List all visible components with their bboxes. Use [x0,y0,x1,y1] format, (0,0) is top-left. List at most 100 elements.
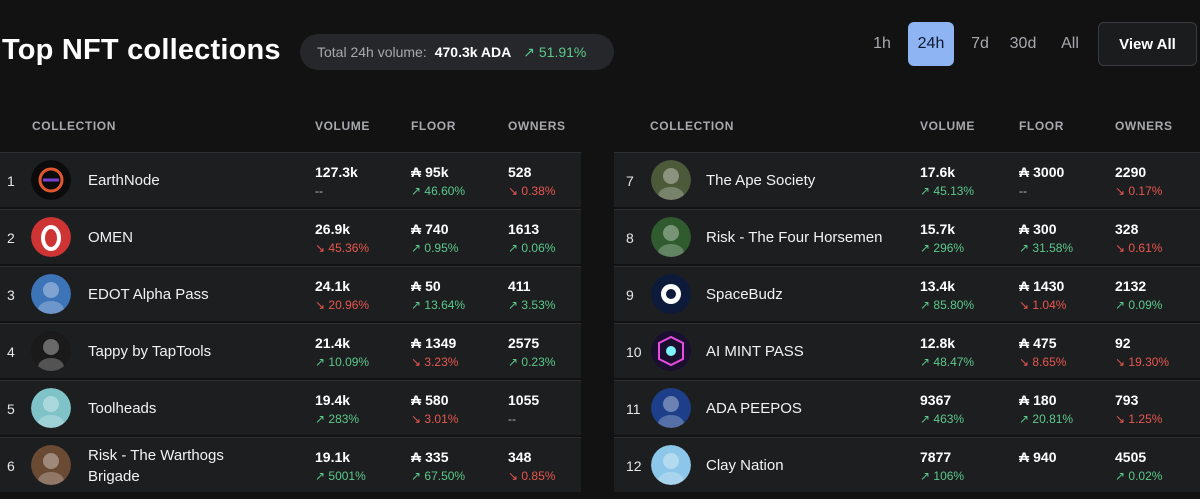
clay-avatar-icon [651,445,691,485]
floor-change: ↘ 8.65% [1019,355,1067,369]
ada-currency-icon: ₳ [411,335,422,351]
table-row[interactable]: 7 The Ape Society 17.6k ↗ 45.13% ₳ 3000 -- 2290… [614,152,1200,207]
volume-change: -- [315,184,323,198]
floor-value: ₳ 475 [1019,335,1057,351]
view-all-button[interactable]: View All [1098,22,1197,66]
floor-change: ↗ 31.58% [1019,241,1074,255]
owners-change: ↗ 3.53% [508,298,556,312]
volume-change: ↗ 45.13% [920,184,975,198]
collection-name-link[interactable]: AI MINT PASS [706,343,804,360]
warthog-avatar-icon [31,445,71,485]
owners-cell: 2290 ↘ 0.17% [1115,164,1162,198]
collection-name-link[interactable]: EarthNode [88,172,160,189]
collection-name-link[interactable]: SpaceBudz [706,286,783,303]
volume-value: 13.4k [920,278,956,294]
owners-cell: 2132 ↗ 0.09% [1115,278,1162,312]
row-rank: 3 [7,287,15,303]
volume-value: 19.1k [315,449,351,465]
owners-cell: 1613 ↗ 0.06% [508,221,555,255]
edot-avatar-icon [31,274,71,314]
timeframe-1h-button[interactable]: 1h [873,35,891,52]
table-row[interactable]: 10 AI MINT PASS 12.8k ↗ 48.47% ₳ 475 ↘ 8.65% 92… [614,323,1200,378]
volume-value: 21.4k [315,335,351,351]
floor-change: ↗ 46.60% [411,184,466,198]
floor-cell: ₳ 1349 ↘ 3.23% [411,335,458,369]
horsemen-avatar-icon [651,217,691,257]
table-row[interactable]: 4 Tappy by TapTools 21.4k ↗ 10.09% ₳ 1349 ↘ 3.… [0,323,581,378]
collection-name-link[interactable]: Tappy by TapTools [88,343,212,360]
table-row[interactable]: 12 Clay Nation 7877 ↗ 106% ₳ 940 4505 ↗ 0.02% [614,437,1200,492]
owners-value: 348 [508,449,532,465]
timeframe-30d-button[interactable]: 30d [1009,35,1037,52]
owners-change: ↘ 0.38% [508,184,556,198]
table-row[interactable]: 9 SpaceBudz 13.4k ↗ 85.80% ₳ 1430 ↘ 1.04% 2132 ↗… [614,266,1200,321]
collection-name-link[interactable]: ADA PEEPOS [706,400,802,417]
owners-value: 1055 [508,392,540,408]
timeframe-7d-button[interactable]: 7d [971,35,989,52]
floor-cell: ₳ 475 ↘ 8.65% [1019,335,1066,369]
row-rank: 7 [626,173,634,189]
owners-value: 2132 [1115,278,1147,294]
omen-logo-icon [31,217,71,257]
table-row[interactable]: 6 Risk - The Warthogs Brigade 19.1k ↗ 5001%… [0,437,581,492]
volume-change: ↗ 463% [920,412,965,426]
table-row[interactable]: 8 Risk - The Four Horsemen 15.7k ↗ 296% ₳ 300… [614,209,1200,264]
owners-change: ↘ 0.17% [1115,184,1163,198]
collection-name-link[interactable]: Toolheads [88,400,157,417]
page-title: Top NFT collections [2,34,281,66]
collection-name-link[interactable]: Risk - The Four Horsemen [706,229,883,246]
floor-cell: ₳ 335 ↗ 67.50% [411,449,465,483]
volume-value: 7877 [920,449,952,465]
table-header: COLLECTION VOLUME FLOOR OWNERS [0,100,581,150]
row-rank: 2 [7,230,15,246]
floor-change: ↘ 3.23% [411,355,459,369]
owners-change: ↗ 0.02% [1115,469,1163,483]
tappy-avatar-icon [31,331,71,371]
volume-change: ↘ 20.96% [315,298,370,312]
owners-cell: 1055 -- [508,392,539,426]
table-row[interactable]: 2 OMEN 26.9k ↘ 45.36% ₳ 740 ↗ 0.95% 1613 ↗ 0.06% [0,209,581,264]
floor-value: ₳ 95k [411,164,449,180]
column-header-owners: OWNERS [1115,119,1173,133]
collection-name-link[interactable]: Clay Nation [706,457,784,474]
collection-name-link[interactable]: EDOT Alpha Pass [88,286,209,303]
volume-cell: 17.6k ↗ 45.13% [920,164,974,198]
total-volume-label: Total 24h volume: [317,44,427,60]
table-row[interactable]: 11 ADA PEEPOS 9367 ↗ 463% ₳ 180 ↗ 20.81% 793 ↘ 1… [614,380,1200,435]
timeframe-all-button[interactable]: All [1061,35,1079,52]
owners-cell: 92 ↘ 19.30% [1115,335,1169,369]
volume-cell: 21.4k ↗ 10.09% [315,335,369,369]
owners-value: 328 [1115,221,1139,237]
volume-cell: 127.3k -- [315,164,358,198]
floor-value: ₳ 740 [411,221,449,237]
volume-change: ↗ 48.47% [920,355,975,369]
owners-cell: 528 ↘ 0.38% [508,164,555,198]
table-row[interactable]: 5 Toolheads 19.4k ↗ 283% ₳ 580 ↘ 3.01% 1055 -- [0,380,581,435]
row-rank: 1 [7,173,15,189]
owners-change: ↗ 0.06% [508,241,556,255]
timeframe-24h-button[interactable]: 24h [908,22,954,66]
floor-value: ₳ 300 [1019,221,1057,237]
table-row[interactable]: 3 EDOT Alpha Pass 24.1k ↘ 20.96% ₳ 50 ↗ 13.64%… [0,266,581,321]
earthnode-logo-icon [31,160,71,200]
owners-value: 92 [1115,335,1131,351]
toolheads-avatar-icon [31,388,71,428]
ada-currency-icon: ₳ [1019,164,1030,180]
volume-change: ↗ 296% [920,241,965,255]
table-row[interactable]: 1 EarthNode 127.3k -- ₳ 95k ↗ 46.60% 528 ↘ 0.38% [0,152,581,207]
owners-change: ↘ 0.61% [1115,241,1163,255]
floor-change: ↘ 1.04% [1019,298,1067,312]
collection-name-link[interactable]: The Ape Society [706,172,816,189]
floor-value: ₳ 1430 [1019,278,1065,294]
collection-name-link[interactable]: OMEN [88,229,133,246]
collection-name-link[interactable]: Risk - The Warthogs Brigade [88,446,224,485]
row-rank: 4 [7,344,15,360]
floor-change: ↗ 13.64% [411,298,466,312]
owners-change: ↘ 1.25% [1115,412,1163,426]
ada-currency-icon: ₳ [411,392,422,408]
volume-change: ↗ 85.80% [920,298,975,312]
floor-cell: ₳ 300 ↗ 31.58% [1019,221,1073,255]
owners-change: ↘ 0.85% [508,469,556,483]
column-header-collection: COLLECTION [650,119,734,133]
floor-change: ↗ 0.95% [411,241,459,255]
